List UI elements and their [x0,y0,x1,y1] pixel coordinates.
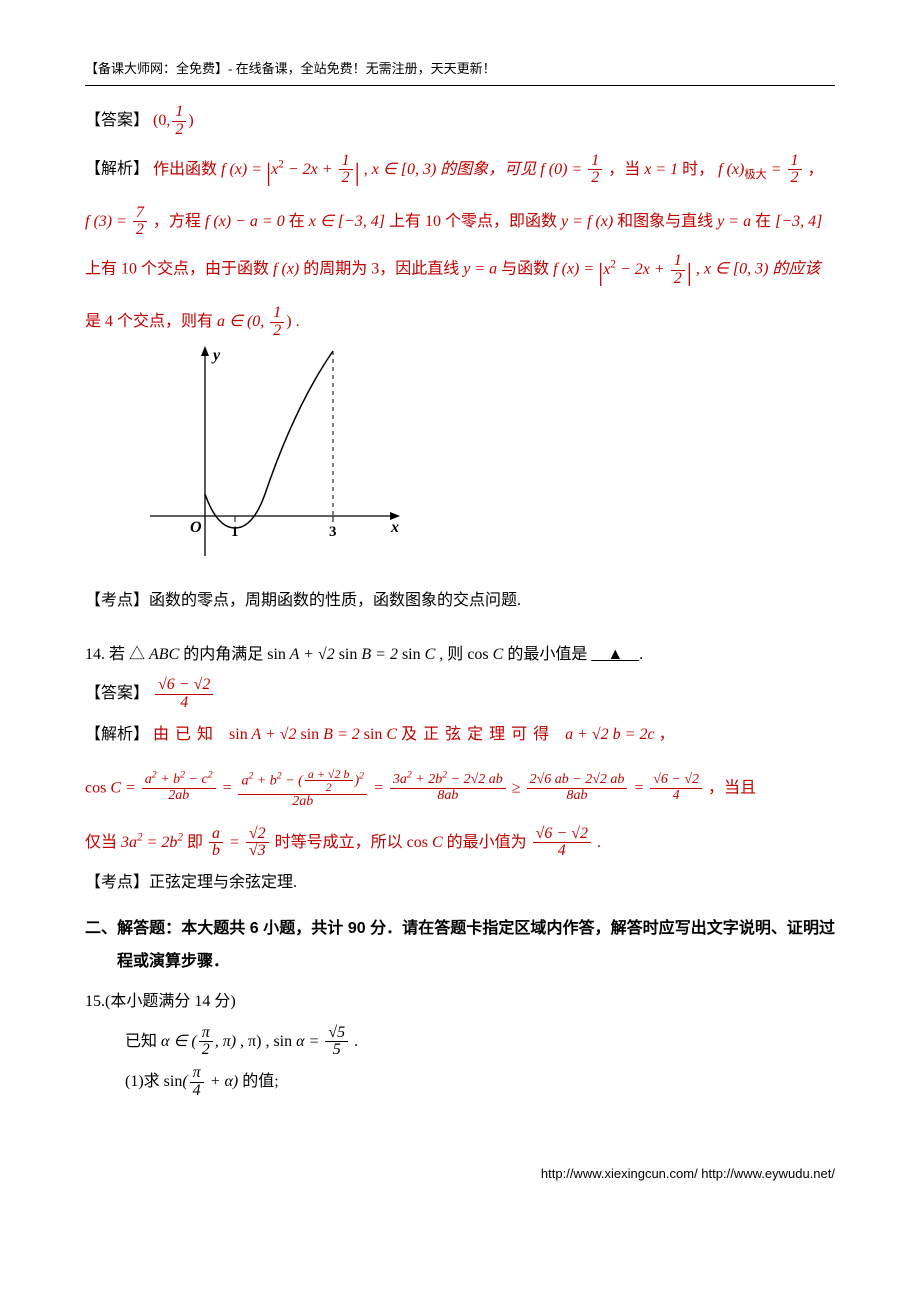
analysis-1-line4: 是 4 个交点，则有 a ∈ (0, 12) . [85,305,835,340]
analysis-14-line3: 仅当 3a2 = 2b2 即 ab = √2√3 时等号成立，所以 cos C … [85,826,835,861]
curve [205,351,333,528]
label-3: 3 [329,524,337,540]
kaodian-label: 【考点】 [85,592,149,609]
q15-part1: (1)求 sin(π4 + α) 的值; [85,1065,835,1100]
page: 【备课大师网：全免费】- 在线备课，全站免费！无需注册，天天更新！ 【答案】 (… [0,0,920,1227]
analysis-14-line2: cos C = a2 + b2 − c22ab = a2 + b2 − (a +… [85,768,835,810]
q15-header: 15.(本小题满分 14 分) [85,985,835,1019]
answer-1-value: (0,12) [153,112,194,129]
answer-label: 【答案】 [85,112,149,129]
section-2-title: 二、解答题：本大题共 6 小题，共计 90 分．请在答题卡指定区域内作答，解答时… [117,912,835,979]
y-arrow [201,346,209,356]
q15-given: 已知 α ∈ (π2, π) , π) , sin α = √55 . [85,1025,835,1060]
answer-1: 【答案】 (0,12) [85,104,835,139]
label-O: O [190,519,202,536]
label-y: y [211,347,221,364]
page-header: 【备课大师网：全免费】- 在线备课，全站免费！无需注册，天天更新！ [85,55,835,82]
kaodian-1: 【考点】函数的零点，周期函数的性质，函数图象的交点问题. [85,584,835,618]
analysis-1-line2: f (3) = 72 ，方程 f (x) − a = 0 在 x ∈ [−3, … [85,205,835,240]
q14: 14. 若 △ ABC 的内角满足 sin A + √2 sin B = 2 s… [85,638,835,672]
function-plot: O 1 3 x y [145,346,835,579]
answer-14: 【答案】 √6 − √24 [85,677,835,712]
analysis-label: 【解析】 [85,161,149,178]
header-rule [85,85,835,86]
analysis-14-line1: 【解析】 由已知 sin A + √2 sin B = 2 sin C 及正弦定… [85,718,835,752]
kaodian-2: 【考点】正弦定理与余弦定理. [85,866,835,900]
label-1: 1 [231,524,239,540]
analysis-1-line3: 上有 10 个交点，由于函数 f (x) 的周期为 3，因此直线 y = a 与… [85,245,835,299]
analysis-body: 作出函数 f (x) = |x2 − 2x + 12| , x ∈ [0, 3)… [153,161,824,178]
label-x: x [390,519,399,536]
page-footer: http://www.xiexingcun.com/ http://www.ey… [85,1160,835,1187]
analysis-1-line1: 【解析】 作出函数 f (x) = |x2 − 2x + 12| , x ∈ [… [85,145,835,199]
plot-svg: O 1 3 x y [145,346,405,566]
